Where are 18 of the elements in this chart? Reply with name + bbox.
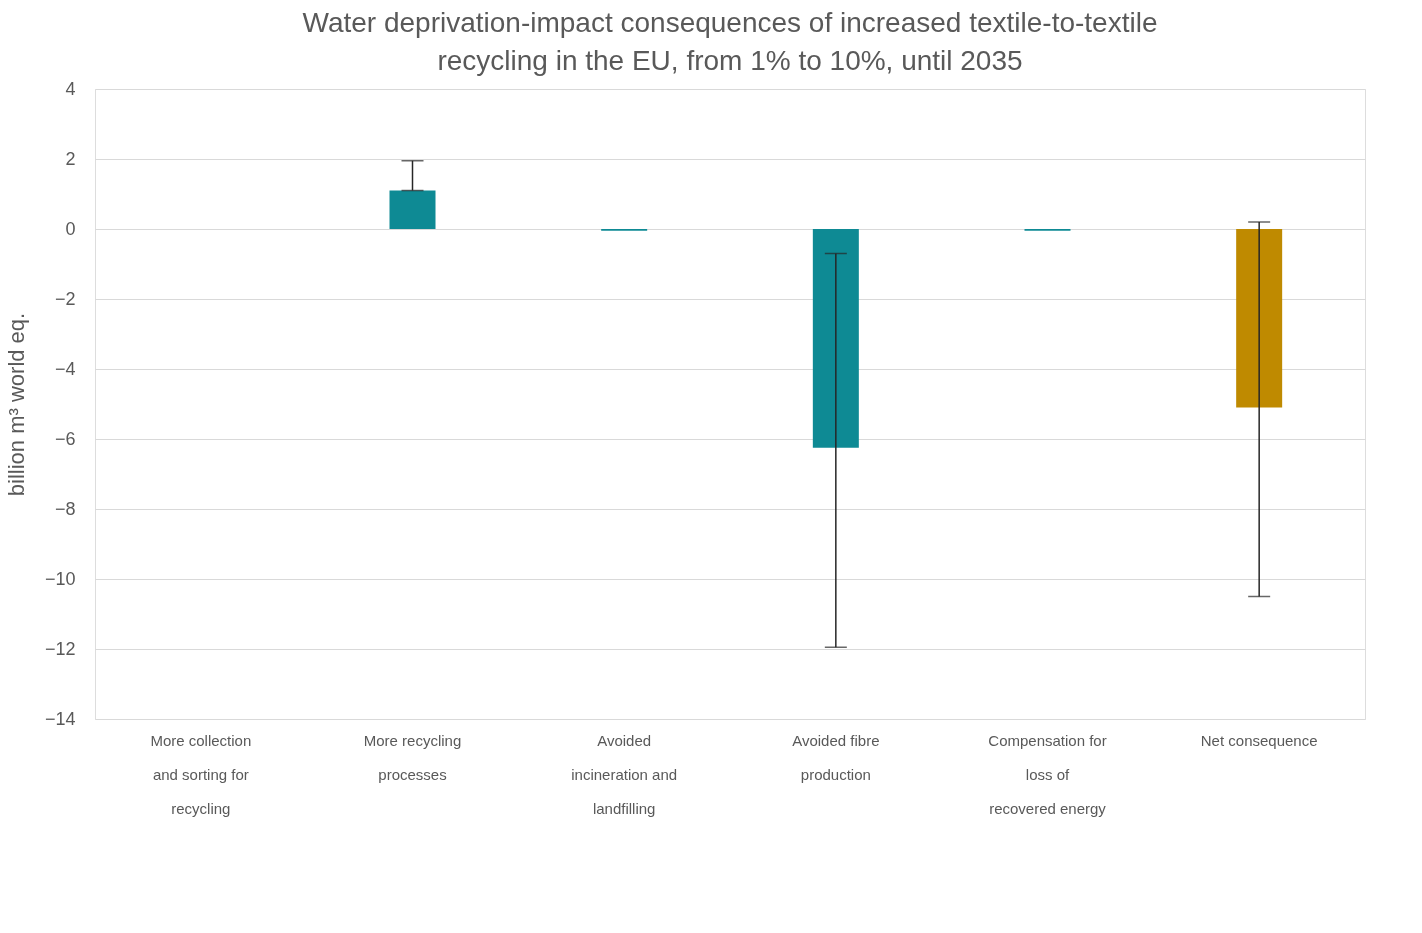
y-tick-label: 0 <box>65 218 76 239</box>
y-axis-title: billion m³ world eq. <box>3 312 29 497</box>
x-tick-label: Avoided incineration and landfilling <box>571 731 678 817</box>
x-tick-label: More recycling processes <box>363 731 462 783</box>
x-tick-label: Compensation for loss of recovered energy <box>988 731 1107 817</box>
y-tick-label: −14 <box>44 708 76 729</box>
y-tick-label: −2 <box>54 288 76 309</box>
x-tick-label: Net consequence <box>1200 731 1318 749</box>
chart-title: Water deprivation-impact consequences of increased textile-to-textile recycling in the EU, from 1% to 10%, until 2035 <box>302 7 1158 76</box>
y-tick-label: −4 <box>54 358 76 379</box>
x-tick-label: Avoided fibre production <box>792 731 880 783</box>
y-tick-label: −10 <box>44 568 76 589</box>
y-tick-label: −12 <box>44 638 76 659</box>
y-tick-label: −6 <box>54 428 76 449</box>
y-tick-label: −8 <box>54 498 76 519</box>
x-tick-label: More collection and sorting for recycling <box>150 731 252 817</box>
y-tick-label: 4 <box>65 78 76 99</box>
y-tick-label: 2 <box>65 148 76 169</box>
